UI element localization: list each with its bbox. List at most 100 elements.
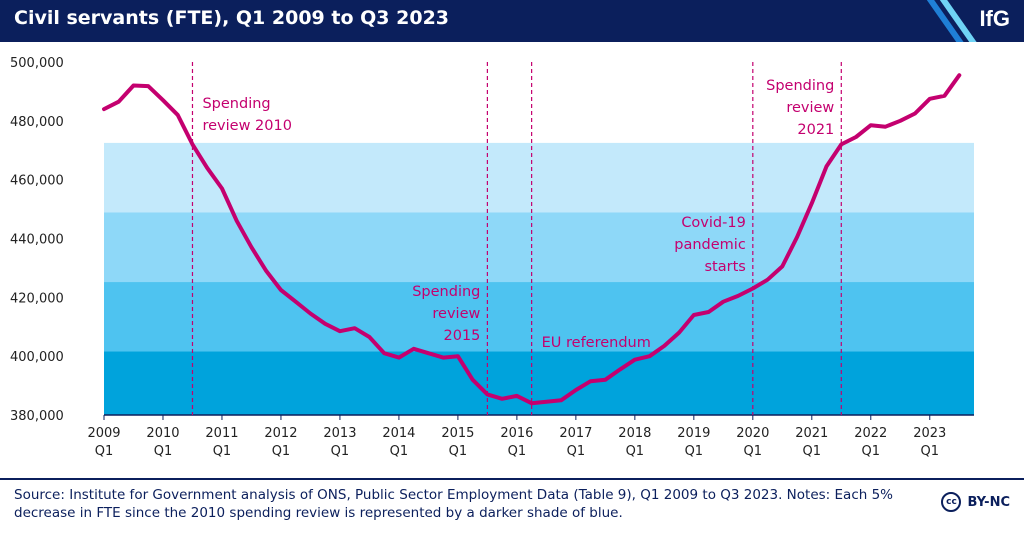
x-tick-quarter-label: Q1 [95,444,114,459]
x-tick-year-label: 2023 [913,426,946,441]
data-point [412,347,416,351]
x-tick-quarter-label: Q1 [685,444,704,459]
x-tick-quarter-label: Q1 [744,444,763,459]
data-point [102,107,106,111]
data-point [131,83,136,88]
data-point [883,125,888,129]
data-point [603,378,607,382]
annotation-label: pandemic [674,237,746,253]
x-tick-year-label: 2020 [736,426,769,441]
data-point [765,278,770,282]
data-point [176,113,180,117]
source-note: Source: Institute for Government analysi… [14,487,894,521]
x-tick-quarter-label: Q1 [449,444,468,459]
x-tick-year-label: 2021 [795,426,828,441]
y-tick-label: 500,000 [10,56,64,71]
data-point [500,397,504,401]
x-tick-quarter-label: Q1 [626,444,645,459]
data-point [677,331,681,335]
data-point [662,344,666,348]
data-point [279,288,283,292]
data-point [957,73,961,77]
y-tick-label: 460,000 [10,174,64,189]
x-tick-year-label: 2010 [146,426,179,441]
ifg-logo: IfG [979,6,1010,31]
line-chart: 380,000 400,000 420,000 440,000 460,000 480,0… [10,56,974,459]
data-point [367,335,372,339]
data-point [456,354,460,358]
annotation-label: review 2010 [202,118,291,134]
x-tick-year-label: 2022 [854,426,887,441]
data-point [117,100,121,104]
x-tick-quarter-label: Q1 [567,444,586,459]
data-point [530,401,534,405]
annotation-label: Covid-19 [681,215,746,231]
data-point [308,311,313,316]
data-point [647,354,652,358]
data-point [338,329,342,333]
x-tick-year-label: 2013 [323,426,356,441]
y-tick-label: 380,000 [10,409,64,424]
data-point [780,264,784,269]
annotation-label: EU referendum [542,335,651,351]
annotation-label: 2015 [443,328,480,344]
x-tick-year-label: 2009 [87,426,120,441]
x-tick-quarter-label: Q1 [508,444,527,459]
data-point [249,245,254,249]
data-point [294,300,298,304]
x-tick-quarter-label: Q1 [803,444,822,459]
shaded-band [104,282,974,352]
data-point [235,219,239,223]
data-point [353,326,357,330]
data-point [913,111,917,116]
data-point [942,94,947,98]
shaded-band [104,212,974,283]
x-tick-quarter-label: Q1 [921,444,940,459]
y-tick-label: 440,000 [10,233,64,248]
data-point [397,356,401,360]
data-point [692,313,696,317]
data-point [161,98,165,102]
y-tick-label: 420,000 [10,291,64,306]
data-point [589,379,593,383]
x-tick-quarter-label: Q1 [154,444,173,459]
data-point [190,142,195,146]
license-badge: cc BY-NC [941,492,1010,512]
annotation-label: Spending [766,78,834,94]
x-tick-quarter-label: Q1 [272,444,291,459]
annotation-label: Spending [202,96,270,112]
chart-footer: Source: Institute for Government analysi… [0,478,1024,533]
x-tick-year-label: 2015 [441,426,474,441]
data-point [515,394,519,398]
chart-header: Civil servants (FTE), Q1 2009 to Q3 2023… [0,0,1024,42]
x-tick-quarter-label: Q1 [390,444,409,459]
chart-area: 380,000 400,000 420,000 440,000 460,000 480,0… [0,42,1024,478]
data-point [323,322,327,326]
data-point [736,294,740,298]
data-point [824,164,829,169]
data-point [795,235,799,239]
data-point [810,201,814,205]
data-point [382,351,386,355]
x-tick-year-label: 2016 [500,426,533,441]
data-point [471,378,475,382]
chart-title: Civil servants (FTE), Q1 2009 to Q3 2023 [14,7,450,29]
x-tick-quarter-label: Q1 [213,444,232,459]
data-point [574,388,578,392]
x-tick-year-label: 2019 [677,426,710,441]
shaded-band [104,142,974,213]
data-point [441,356,445,360]
y-tick-label: 400,000 [10,350,64,365]
x-tick-quarter-label: Q1 [862,444,881,459]
data-point [485,392,489,397]
x-tick-year-label: 2011 [205,426,238,441]
data-point [898,119,902,123]
data-point [618,367,622,372]
data-point [706,310,711,314]
data-point [633,358,637,362]
data-point [426,351,431,355]
data-point [839,142,843,146]
annotation-label: review [432,306,480,322]
x-tick-year-label: 2017 [559,426,592,441]
data-point [146,84,150,88]
